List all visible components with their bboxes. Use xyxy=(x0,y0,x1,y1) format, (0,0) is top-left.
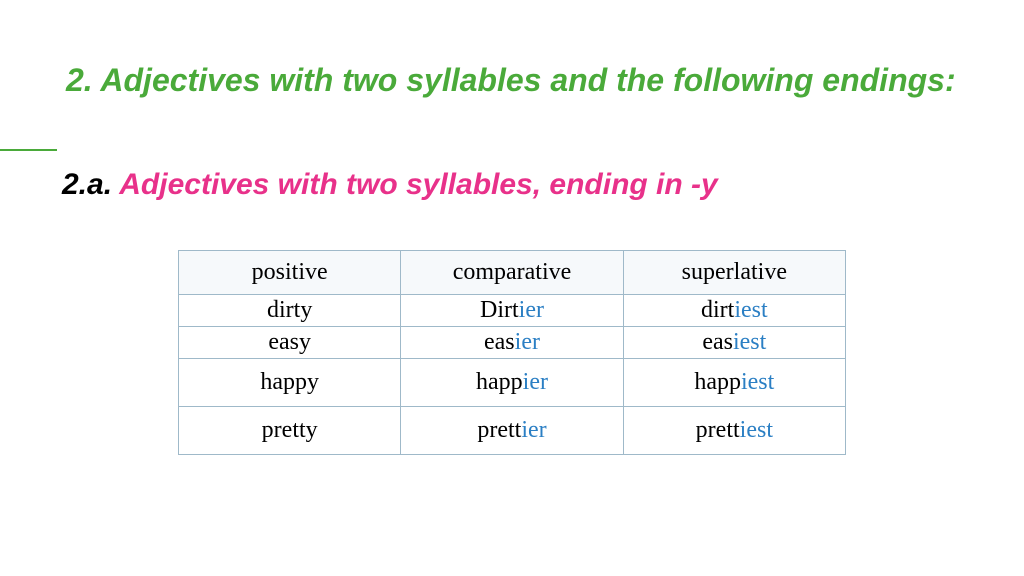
table-cell: dirtiest xyxy=(623,295,845,327)
word-base: happ xyxy=(476,369,523,395)
word-base: eas xyxy=(484,329,515,355)
table-row: dirtyDirtierdirtiest xyxy=(179,295,846,327)
word-suffix: iest xyxy=(740,417,773,443)
table-cell: happy xyxy=(179,359,401,407)
table-cell: dirty xyxy=(179,295,401,327)
table-cell: prettiest xyxy=(623,407,845,455)
word-suffix: iest xyxy=(741,369,774,395)
word-base: eas xyxy=(702,329,733,355)
table-row: happyhappierhappiest xyxy=(179,359,846,407)
word-base: pretty xyxy=(262,417,318,443)
table-row: easyeasiereasiest xyxy=(179,327,846,359)
table-cell: prettier xyxy=(401,407,623,455)
word-base: prett xyxy=(696,417,740,443)
heading-main: 2. Adjectives with two syllables and the… xyxy=(66,60,966,102)
word-suffix: iest xyxy=(733,329,766,355)
table-cell: Dirtier xyxy=(401,295,623,327)
word-base: happ xyxy=(694,369,741,395)
word-base: dirt xyxy=(701,297,734,323)
word-suffix: ier xyxy=(515,329,540,355)
table-cell: happier xyxy=(401,359,623,407)
word-suffix: ier xyxy=(521,417,546,443)
word-base: easy xyxy=(268,329,311,355)
word-base: prett xyxy=(477,417,521,443)
table-cell: easiest xyxy=(623,327,845,359)
table-cell: happiest xyxy=(623,359,845,407)
word-suffix: iest xyxy=(734,297,767,323)
comparison-table: positivecomparativesuperlativedirtyDirti… xyxy=(178,250,846,455)
word-base: Dirt xyxy=(480,297,519,323)
comparison-table-wrap: positivecomparativesuperlativedirtyDirti… xyxy=(178,250,846,455)
heading-sub-prefix: 2.a. xyxy=(62,168,119,201)
table-header-cell: positive xyxy=(179,251,401,295)
word-suffix: ier xyxy=(519,297,544,323)
heading-sub-main: Adjectives with two syllables, ending in… xyxy=(119,168,717,201)
table-header-cell: superlative xyxy=(623,251,845,295)
table-cell: easier xyxy=(401,327,623,359)
accent-line xyxy=(0,149,57,151)
table-cell: easy xyxy=(179,327,401,359)
word-base: dirty xyxy=(267,297,312,323)
heading-sub: 2.a. Adjectives with two syllables, endi… xyxy=(62,165,962,204)
table-header-row: positivecomparativesuperlative xyxy=(179,251,846,295)
table-header-cell: comparative xyxy=(401,251,623,295)
table-cell: pretty xyxy=(179,407,401,455)
table-row: prettyprettierprettiest xyxy=(179,407,846,455)
word-base: happy xyxy=(260,369,319,395)
word-suffix: ier xyxy=(523,369,548,395)
